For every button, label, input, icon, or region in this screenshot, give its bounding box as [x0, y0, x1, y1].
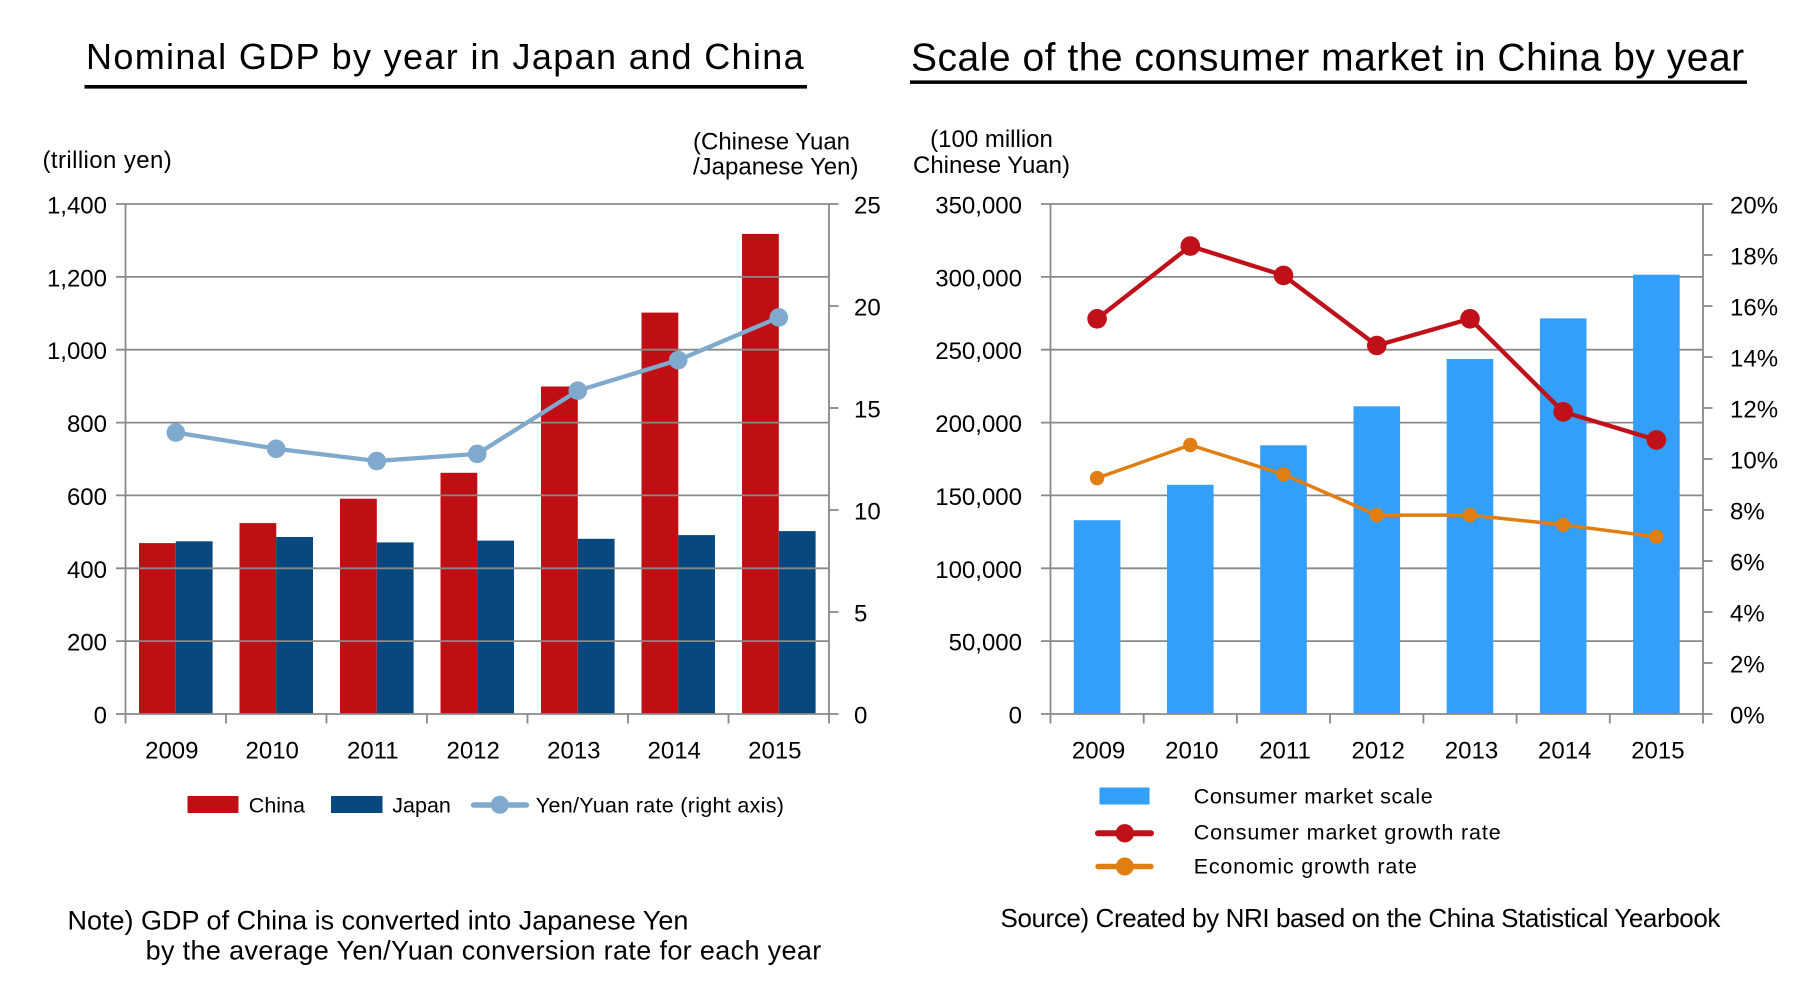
- svg-text:1,200: 1,200: [47, 265, 107, 292]
- svg-text:1,400: 1,400: [47, 193, 107, 220]
- svg-text:0: 0: [1009, 703, 1022, 730]
- svg-text:Source) Created by NRI based o: Source) Created by NRI based on the Chin…: [1001, 903, 1722, 933]
- svg-text:by the average Yen/Yuan conver: by the average Yen/Yuan conversion rate …: [146, 936, 822, 966]
- svg-text:/Japanese Yen): /Japanese Yen): [693, 154, 858, 181]
- svg-text:2015: 2015: [1631, 738, 1684, 765]
- svg-text:2012: 2012: [447, 738, 500, 765]
- svg-text:Scale of the consumer market i: Scale of the consumer market in China by…: [911, 37, 1745, 80]
- svg-text:2014: 2014: [1538, 738, 1591, 765]
- svg-text:2011: 2011: [347, 738, 399, 765]
- svg-text:600: 600: [67, 484, 107, 511]
- svg-text:2010: 2010: [246, 738, 299, 765]
- svg-text:2013: 2013: [547, 738, 600, 765]
- svg-text:200,000: 200,000: [935, 411, 1022, 438]
- svg-text:2010: 2010: [1165, 738, 1218, 765]
- svg-text:2015: 2015: [748, 738, 801, 765]
- svg-text:Note) GDP of China is converte: Note) GDP of China is converted into Jap…: [68, 906, 689, 936]
- svg-text:14%: 14%: [1730, 346, 1778, 373]
- svg-text:800: 800: [67, 411, 107, 438]
- svg-text:Yen/Yuan rate (right axis): Yen/Yuan rate (right axis): [536, 794, 784, 818]
- svg-text:2012: 2012: [1352, 738, 1405, 765]
- svg-text:(100 million: (100 million: [930, 126, 1053, 153]
- svg-text:350,000: 350,000: [935, 193, 1022, 220]
- svg-text:10: 10: [854, 499, 881, 526]
- svg-text:5: 5: [854, 601, 867, 628]
- svg-text:Consumer market growth rate: Consumer market growth rate: [1194, 821, 1502, 845]
- svg-text:300,000: 300,000: [935, 265, 1022, 292]
- svg-text:20: 20: [854, 295, 881, 322]
- svg-text:12%: 12%: [1730, 397, 1778, 424]
- svg-text:0%: 0%: [1730, 703, 1765, 730]
- svg-text:0: 0: [854, 703, 867, 730]
- svg-text:6%: 6%: [1730, 550, 1765, 577]
- svg-text:2%: 2%: [1730, 652, 1765, 679]
- svg-text:400: 400: [67, 557, 107, 584]
- svg-text:10%: 10%: [1730, 448, 1778, 475]
- svg-text:200: 200: [67, 630, 107, 657]
- svg-text:Chinese Yuan): Chinese Yuan): [913, 152, 1070, 179]
- svg-text:2009: 2009: [1072, 738, 1125, 765]
- svg-text:1,000: 1,000: [47, 338, 107, 365]
- svg-text:50,000: 50,000: [949, 630, 1022, 657]
- svg-text:Nominal GDP by year in Japan a: Nominal GDP by year in Japan and China: [86, 36, 805, 77]
- svg-text:Japan: Japan: [392, 794, 451, 818]
- svg-text:2011: 2011: [1259, 738, 1311, 765]
- svg-text:2013: 2013: [1445, 738, 1498, 765]
- svg-text:4%: 4%: [1730, 601, 1765, 628]
- svg-text:250,000: 250,000: [935, 338, 1022, 365]
- svg-text:100,000: 100,000: [935, 557, 1022, 584]
- svg-text:China: China: [249, 794, 305, 818]
- svg-text:16%: 16%: [1730, 295, 1778, 322]
- svg-text:(Chinese Yuan: (Chinese Yuan: [693, 129, 850, 156]
- svg-text:Consumer market scale: Consumer market scale: [1194, 785, 1434, 809]
- svg-text:0: 0: [94, 703, 107, 730]
- svg-text:2009: 2009: [145, 738, 198, 765]
- svg-text:Economic growth rate: Economic growth rate: [1194, 854, 1418, 878]
- svg-text:(trillion yen): (trillion yen): [43, 147, 173, 174]
- svg-text:8%: 8%: [1730, 499, 1765, 526]
- svg-text:20%: 20%: [1730, 193, 1778, 220]
- svg-text:25: 25: [854, 193, 881, 220]
- svg-text:18%: 18%: [1730, 244, 1778, 271]
- svg-text:2014: 2014: [648, 738, 701, 765]
- svg-text:150,000: 150,000: [935, 484, 1022, 511]
- svg-text:15: 15: [854, 397, 881, 424]
